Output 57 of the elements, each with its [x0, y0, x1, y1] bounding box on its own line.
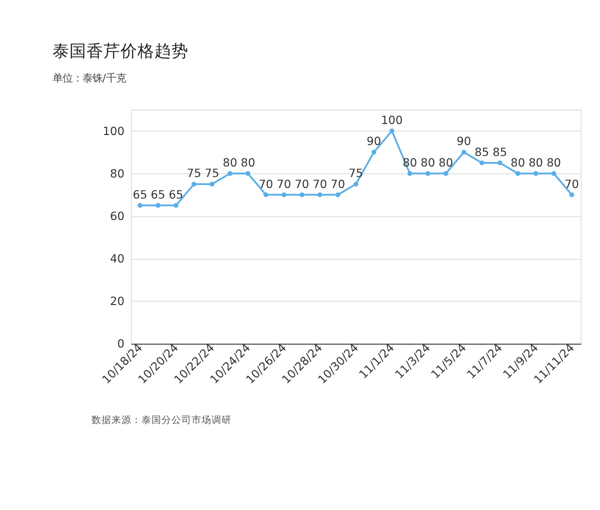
data-label: 80: [546, 156, 562, 170]
point: [407, 171, 412, 176]
point: [389, 128, 394, 134]
y-tick-label: 100: [102, 124, 124, 138]
data-label: 100: [381, 112, 403, 127]
chart-title: 泰国香芹价格趋势: [52, 41, 188, 60]
chart-subtitle: 单位：泰铢/千克: [52, 72, 126, 85]
point: [192, 182, 196, 187]
point: [318, 192, 322, 198]
point: [336, 192, 340, 198]
data-label: 70: [258, 176, 274, 191]
point: [210, 182, 214, 187]
data-label: 70: [294, 176, 310, 191]
point: [533, 171, 538, 176]
data-label: 80: [438, 156, 454, 170]
source-note: 数据来源：泰国分公司市场调研: [92, 414, 232, 426]
data-label: 65: [132, 187, 148, 202]
data-label: 80: [240, 156, 256, 170]
y-tick-label: 40: [110, 252, 124, 266]
data-label: 85: [492, 144, 508, 159]
data-label: 80: [528, 156, 544, 170]
data-label: 90: [366, 134, 382, 148]
data-label: 70: [564, 176, 580, 191]
data-label: 75: [186, 166, 202, 180]
data-label: 70: [276, 176, 292, 191]
data-label: 65: [150, 187, 166, 202]
point: [371, 150, 376, 155]
y-tick-label: 60: [110, 208, 124, 223]
point: [569, 192, 574, 198]
point: [300, 192, 304, 198]
data-label: 65: [168, 187, 184, 202]
data-label: 70: [330, 176, 346, 191]
point: [156, 203, 160, 208]
point: [264, 192, 268, 198]
point: [551, 171, 556, 176]
point: [425, 171, 430, 176]
point: [138, 203, 142, 208]
y-tick-label: 20: [110, 294, 124, 308]
data-label: 80: [222, 156, 238, 170]
point: [174, 203, 178, 208]
point: [497, 160, 502, 166]
data-label: 70: [312, 176, 328, 191]
point: [354, 182, 358, 187]
data-label: 75: [204, 166, 220, 180]
point: [479, 160, 484, 166]
data-label: 85: [474, 144, 490, 159]
point: [443, 171, 448, 176]
data-label: 80: [510, 156, 526, 170]
point: [282, 192, 286, 198]
point: [228, 171, 232, 176]
point: [515, 171, 520, 176]
data-label: 80: [420, 156, 436, 170]
point: [461, 150, 466, 155]
point: [246, 171, 250, 176]
y-tick-label: 80: [110, 166, 124, 180]
data-label: 75: [348, 166, 364, 180]
data-label: 90: [456, 134, 472, 148]
